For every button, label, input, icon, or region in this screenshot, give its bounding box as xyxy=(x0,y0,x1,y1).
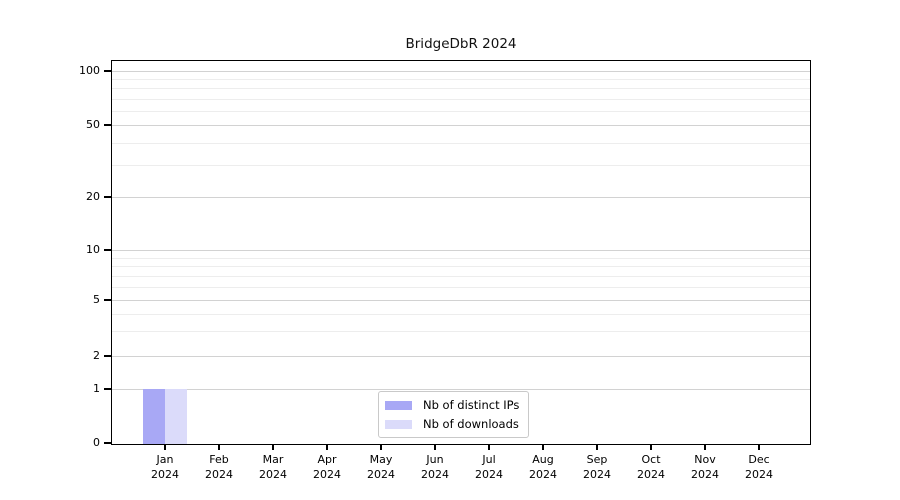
gridline-minor xyxy=(112,111,810,112)
x-tick-label-jun: Jun 2024 xyxy=(405,452,465,482)
gridline-minor xyxy=(112,165,810,166)
y-tick-label: 2 xyxy=(93,349,100,362)
y-tick-label: 50 xyxy=(86,118,100,131)
x-tick-label-jan: Jan 2024 xyxy=(135,452,195,482)
x-axis-tick xyxy=(650,444,652,450)
y-axis-tick xyxy=(104,124,112,126)
year-label: 2024 xyxy=(637,468,665,481)
y-axis-tick xyxy=(104,299,112,301)
gridline-minor xyxy=(112,79,810,80)
downloads-swatch xyxy=(385,419,412,429)
year-label: 2024 xyxy=(583,468,611,481)
x-tick-label-mar: Mar 2024 xyxy=(243,452,303,482)
month-label: Aug xyxy=(532,453,554,466)
month-label: Sep xyxy=(586,453,608,466)
year-label: 2024 xyxy=(259,468,287,481)
month-label: Feb xyxy=(209,453,229,466)
x-axis-tick xyxy=(758,444,760,450)
month-label: Apr xyxy=(317,453,337,466)
y-axis-tick xyxy=(104,196,112,198)
y-axis-tick xyxy=(104,70,112,72)
x-axis-tick xyxy=(704,444,706,450)
gridline-major xyxy=(112,125,810,126)
x-tick-label-feb: Feb 2024 xyxy=(189,452,249,482)
gridline-major xyxy=(112,389,810,390)
plot-area xyxy=(111,60,811,445)
gridline-major xyxy=(112,300,810,301)
x-tick-label-may: May 2024 xyxy=(351,452,411,482)
year-label: 2024 xyxy=(475,468,503,481)
x-axis-tick xyxy=(272,444,274,450)
gridline-minor xyxy=(112,99,810,100)
distinct-ips-swatch xyxy=(385,400,412,410)
y-tick-label: 5 xyxy=(93,293,100,306)
gridline-minor xyxy=(112,276,810,277)
year-label: 2024 xyxy=(691,468,719,481)
gridline-minor xyxy=(112,143,810,144)
y-axis-tick xyxy=(104,442,112,444)
x-axis-tick xyxy=(488,444,490,450)
x-axis-tick xyxy=(542,444,544,450)
month-label: Jul xyxy=(482,453,496,466)
y-tick-label: 100 xyxy=(79,64,100,77)
x-tick-label-aug: Aug 2024 xyxy=(513,452,573,482)
legend-item-distinct-ips: Nb of distinct IPs xyxy=(385,397,519,413)
gridline-major xyxy=(112,356,810,357)
month-label: May xyxy=(369,453,393,466)
x-tick-label-oct: Oct 2024 xyxy=(621,452,681,482)
x-axis-tick xyxy=(218,444,220,450)
plot-frame xyxy=(111,60,811,445)
legend-item-downloads: Nb of downloads xyxy=(385,416,519,432)
x-tick-label-apr: Apr 2024 xyxy=(297,452,357,482)
gridline-minor xyxy=(112,314,810,315)
gridline-minor xyxy=(112,331,810,332)
x-axis-tick xyxy=(380,444,382,450)
year-label: 2024 xyxy=(745,468,773,481)
x-axis-tick xyxy=(434,444,436,450)
legend-label: Nb of downloads xyxy=(423,417,519,431)
x-tick-label-sep: Sep 2024 xyxy=(567,452,627,482)
x-tick-label-dec: Dec 2024 xyxy=(729,452,789,482)
year-label: 2024 xyxy=(151,468,179,481)
gridline-major xyxy=(112,197,810,198)
gridline-minor xyxy=(112,88,810,89)
x-axis-tick xyxy=(164,444,166,450)
x-axis-tick xyxy=(596,444,598,450)
x-axis-tick xyxy=(326,444,328,450)
month-label: Jan xyxy=(156,453,174,466)
legend: Nb of distinct IPs Nb of downloads xyxy=(378,391,530,438)
y-tick-label: 1 xyxy=(93,382,100,395)
chart-title: BridgeDbR 2024 xyxy=(405,36,517,52)
month-label: Jun xyxy=(426,453,444,466)
y-axis-tick xyxy=(104,249,112,251)
year-label: 2024 xyxy=(367,468,395,481)
y-axis-tick xyxy=(104,388,112,390)
bar-distinct-ips-jan xyxy=(143,389,165,444)
gridline-minor xyxy=(112,266,810,267)
x-tick-label-jul: Jul 2024 xyxy=(459,452,519,482)
year-label: 2024 xyxy=(313,468,341,481)
x-tick-label-nov: Nov 2024 xyxy=(675,452,735,482)
gridline-major xyxy=(112,250,810,251)
gridline-minor xyxy=(112,258,810,259)
month-label: Mar xyxy=(262,453,284,466)
year-label: 2024 xyxy=(421,468,449,481)
y-tick-label: 0 xyxy=(93,436,100,449)
legend-label: Nb of distinct IPs xyxy=(423,398,520,412)
month-label: Dec xyxy=(748,453,770,466)
bar-downloads-jan xyxy=(165,389,187,444)
y-axis-tick xyxy=(104,355,112,357)
year-label: 2024 xyxy=(205,468,233,481)
month-label: Oct xyxy=(641,453,661,466)
gridline-minor xyxy=(112,287,810,288)
y-tick-label: 10 xyxy=(86,243,100,256)
year-label: 2024 xyxy=(529,468,557,481)
y-tick-label: 20 xyxy=(86,190,100,203)
month-label: Nov xyxy=(694,453,716,466)
gridline-major xyxy=(112,71,810,72)
